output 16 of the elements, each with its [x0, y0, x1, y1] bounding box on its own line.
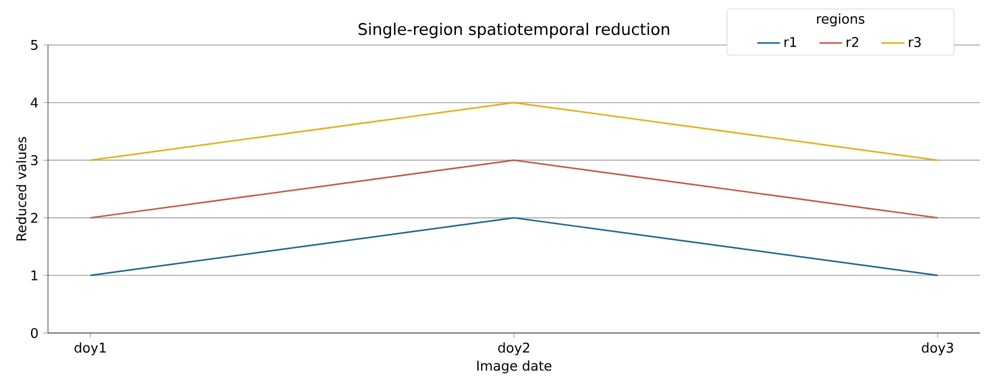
y-tick-label: 5: [31, 40, 38, 50]
x-axis-title: Image date: [477, 360, 552, 374]
legend-label: r3: [908, 37, 921, 48]
legend-title: regions: [817, 13, 864, 26]
chart-title: Single-region spatiotemporal reduction: [358, 22, 670, 38]
y-tick-label: 3: [31, 155, 38, 166]
y-tick-label: 4: [30, 98, 38, 108]
y-tick-label: 1: [32, 270, 38, 280]
y-axis-title: Reduced values: [16, 136, 26, 240]
x-tick-label: doy1: [74, 342, 106, 356]
x-tick-label: doy3: [922, 342, 954, 356]
legend-label: r2: [846, 37, 858, 47]
y-tick-label: 0: [31, 328, 38, 338]
legend-label: r1: [784, 37, 796, 47]
y-tick-label: 2: [31, 212, 38, 223]
x-tick-label: doy2: [498, 342, 530, 356]
